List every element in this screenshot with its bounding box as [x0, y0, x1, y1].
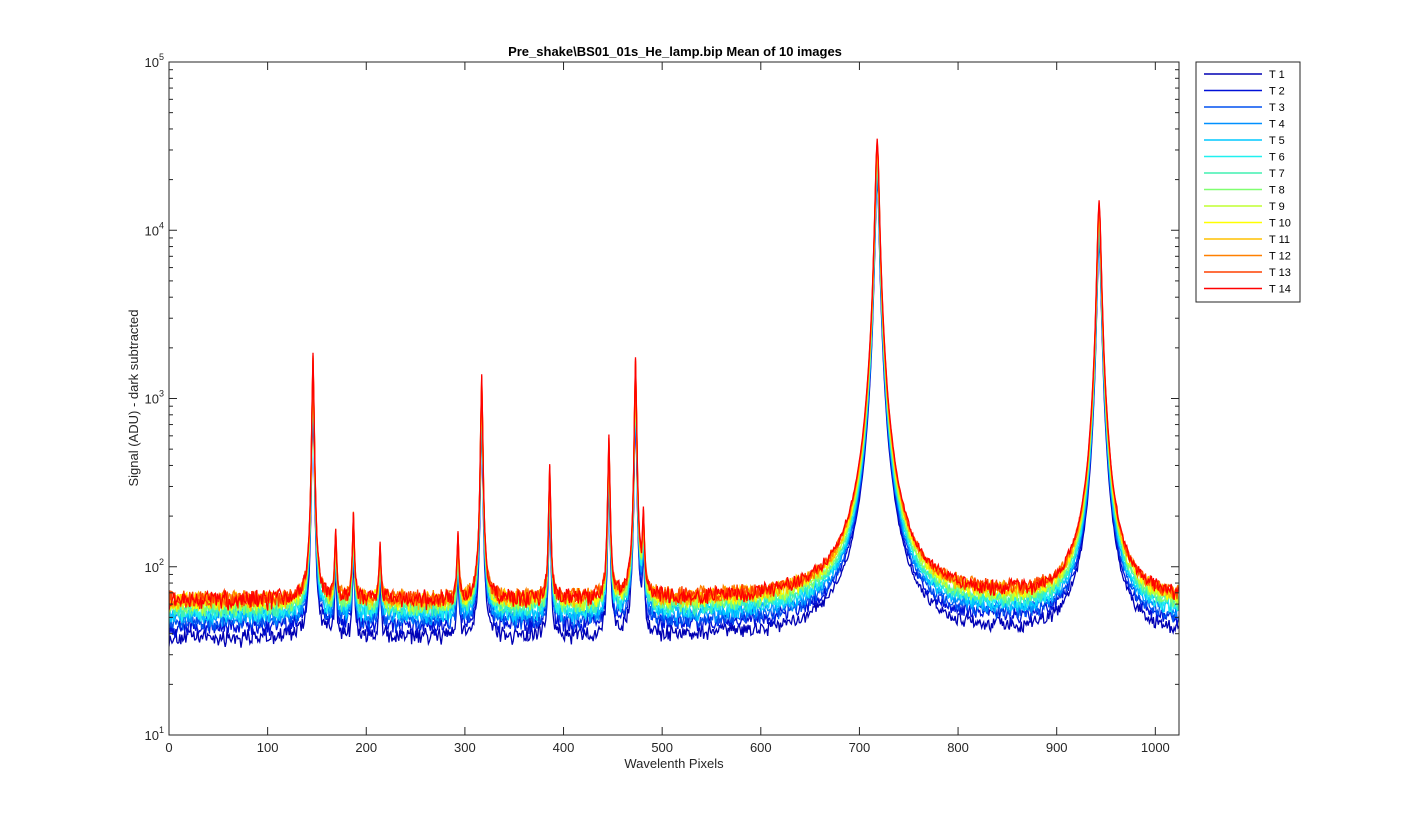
series-layer	[169, 138, 1179, 648]
legend-entry: T 2	[1269, 86, 1285, 98]
series-line	[169, 138, 1179, 611]
legend-entry: T 9	[1269, 201, 1285, 213]
y-axis: 101 102 103 104 105	[145, 52, 1179, 743]
x-axis: 0 100 200 300 400 500 600 700 800 900 1000	[165, 62, 1170, 755]
x-tick-label: 200	[355, 740, 377, 755]
legend-entry: T 10	[1269, 218, 1291, 230]
legend: T 1 T 2 T 3 T 4 T 5 T 6 T 7 T 8 T 9 T 10 T 11 T 12 T…	[1195, 61, 1301, 303]
chart-title: Pre_shake\BS01_01s_He_lamp.bip Mean of 1…	[508, 44, 842, 59]
x-tick-label: 400	[553, 740, 575, 755]
legend-entry: T 1	[1269, 69, 1285, 81]
legend-entry: T 7	[1269, 168, 1285, 180]
legend-entry: T 13	[1269, 267, 1291, 279]
legend-entry: T 4	[1269, 119, 1285, 131]
legend-entry: T 5	[1269, 135, 1285, 147]
x-tick-label: 0	[165, 740, 172, 755]
legend-entry: T 3	[1269, 102, 1285, 114]
x-tick-label: 800	[947, 740, 969, 755]
x-tick-label: 500	[651, 740, 673, 755]
x-tick-label: 1000	[1141, 740, 1170, 755]
y-tick-label: 104	[145, 220, 164, 238]
x-tick-label: 300	[454, 740, 476, 755]
x-tick-label: 900	[1046, 740, 1068, 755]
y-tick-label: 101	[145, 725, 164, 743]
y-tick-label: 105	[145, 52, 164, 70]
y-tick-label: 103	[145, 389, 164, 407]
legend-box	[1195, 61, 1301, 303]
x-tick-label: 600	[750, 740, 772, 755]
legend-entry: T 8	[1269, 185, 1285, 197]
x-tick-label: 100	[257, 740, 279, 755]
legend-entry: T 6	[1269, 152, 1285, 164]
legend-entry: T 14	[1269, 284, 1291, 296]
legend-entry: T 11	[1269, 234, 1290, 246]
x-axis-label: Wavelenth Pixels	[624, 756, 724, 771]
x-tick-label: 700	[849, 740, 871, 755]
y-tick-label: 102	[145, 557, 164, 575]
series-line	[169, 174, 1179, 638]
y-axis-label: Signal (ADU) - dark subtracted	[126, 309, 141, 486]
legend-entry: T 12	[1269, 251, 1291, 263]
